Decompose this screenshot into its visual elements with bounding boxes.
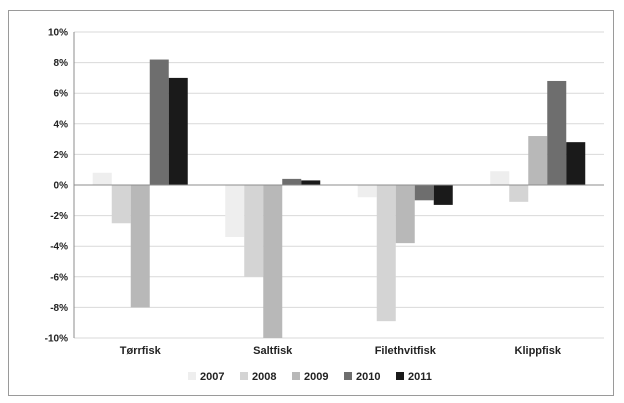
- legend-label: 2009: [304, 371, 328, 383]
- category-label: Saltfisk: [253, 345, 293, 357]
- legend-swatch: [344, 372, 352, 380]
- legend-swatch: [188, 372, 196, 380]
- legend-label: 2010: [356, 371, 380, 383]
- legend-label: 2008: [252, 371, 276, 383]
- bar-2010: [414, 185, 434, 201]
- category-label: Klippfisk: [515, 345, 562, 357]
- bar-2007: [92, 172, 112, 185]
- bar-2010: [149, 59, 169, 185]
- y-tick-label: 8%: [54, 58, 69, 69]
- y-tick-label: -2%: [50, 211, 68, 222]
- y-tick-label: -10%: [45, 334, 68, 345]
- legend-label: 2011: [408, 371, 432, 383]
- bar-2008: [111, 185, 131, 224]
- bar-2011: [168, 77, 188, 185]
- legend-label: 2007: [200, 371, 224, 383]
- y-tick-label: -8%: [50, 303, 68, 314]
- chart-frame: [8, 10, 614, 396]
- bar-2010: [282, 178, 302, 185]
- bar-2011: [433, 185, 453, 205]
- y-tick-label: 10%: [48, 28, 68, 39]
- bar-2007: [357, 185, 377, 198]
- y-tick-label: 4%: [54, 119, 69, 130]
- bar-2009: [263, 185, 283, 338]
- y-tick-label: -4%: [50, 242, 68, 253]
- legend-swatch: [292, 372, 300, 380]
- bar-2009: [395, 185, 415, 244]
- y-tick-label: 2%: [54, 150, 69, 161]
- bar-2009: [130, 185, 150, 308]
- category-label: Filethvitfisk: [375, 345, 437, 357]
- legend-swatch: [396, 372, 404, 380]
- bar-2008: [509, 185, 529, 202]
- bar-2008: [376, 185, 396, 322]
- bar-2008: [244, 185, 264, 277]
- category-label: Tørrfisk: [120, 345, 162, 357]
- bar-2011: [301, 180, 321, 185]
- y-tick-label: -6%: [50, 272, 68, 283]
- bar-2011: [566, 142, 586, 185]
- y-tick-label: 6%: [54, 89, 69, 100]
- bar-2007: [225, 185, 245, 238]
- bar-2007: [490, 171, 510, 185]
- y-tick-label: 0%: [54, 181, 69, 192]
- bar-2009: [528, 136, 548, 185]
- legend-swatch: [240, 372, 248, 380]
- bar-2010: [547, 80, 567, 185]
